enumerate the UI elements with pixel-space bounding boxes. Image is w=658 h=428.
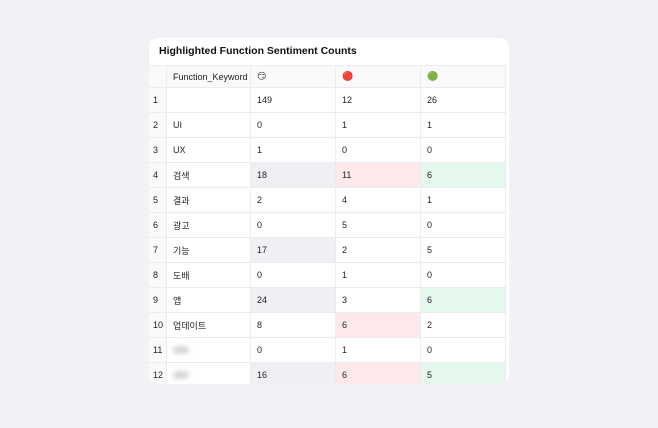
header-cell (149, 66, 167, 87)
row-index: 7 (149, 238, 167, 262)
blurred-text (173, 371, 189, 379)
table-cell: 6 (336, 313, 421, 337)
table-cell: 0 (251, 263, 336, 287)
header-cell: Function_Keyword (167, 66, 251, 87)
table-cell: 6 (421, 163, 506, 187)
table-card: Highlighted Function Sentiment Counts Fu… (149, 38, 509, 384)
table-cell: 18 (251, 163, 336, 187)
table-cell: 5 (421, 363, 506, 384)
row-index: 3 (149, 138, 167, 162)
table-cell: 8 (251, 313, 336, 337)
header-row: Function_Keyword 😏 🔴 🟢 (149, 65, 507, 88)
table-cell: 24 (251, 288, 336, 312)
table-cell (167, 338, 251, 362)
table-cell: 16 (251, 363, 336, 384)
table-cell: 26 (421, 88, 506, 112)
table-cell: 1 (421, 113, 506, 137)
table-row: 8 도배 0 1 0 (149, 263, 507, 288)
table-cell: 0 (421, 138, 506, 162)
table-cell: 0 (421, 263, 506, 287)
table-cell: 5 (421, 238, 506, 262)
table-cell: 2 (336, 238, 421, 262)
row-index: 1 (149, 88, 167, 112)
table-row: 4 검색 18 11 6 (149, 163, 507, 188)
table-cell: 2 (421, 313, 506, 337)
table-cell (167, 363, 251, 384)
table-cell: 결과 (167, 188, 251, 212)
table-cell: 6 (421, 288, 506, 312)
blurred-text (173, 346, 189, 354)
table-row: 10 업데이트 8 6 2 (149, 313, 507, 338)
table-cell: 도배 (167, 263, 251, 287)
table-row: 3 UX 1 0 0 (149, 138, 507, 163)
table-cell: 0 (421, 338, 506, 362)
table-cell: 1 (421, 188, 506, 212)
table-cell: 0 (251, 113, 336, 137)
table-row: 11 0 1 0 (149, 338, 507, 363)
table-cell: 광고 (167, 213, 251, 237)
table-cell: 0 (421, 213, 506, 237)
table: Function_Keyword 😏 🔴 🟢 1 149 12 26 2 UI 0 1 1 3 UX 1 0 0 4… (149, 65, 507, 384)
row-index: 2 (149, 113, 167, 137)
table-row: 12 16 6 5 (149, 363, 507, 384)
row-index: 8 (149, 263, 167, 287)
table-cell: 12 (336, 88, 421, 112)
table-cell: 0 (251, 213, 336, 237)
row-index: 11 (149, 338, 167, 362)
table-row: 6 광고 0 5 0 (149, 213, 507, 238)
table-title: Highlighted Function Sentiment Counts (159, 45, 357, 57)
table-cell: 6 (336, 363, 421, 384)
table-cell: UX (167, 138, 251, 162)
table-cell: 1 (336, 263, 421, 287)
table-cell: 1 (251, 138, 336, 162)
table-cell: 검색 (167, 163, 251, 187)
row-index: 12 (149, 363, 167, 384)
table-cell: 1 (336, 113, 421, 137)
table-cell: 11 (336, 163, 421, 187)
table-cell: 149 (251, 88, 336, 112)
table-cell: UI (167, 113, 251, 137)
table-row: 5 결과 2 4 1 (149, 188, 507, 213)
table-cell (167, 88, 251, 112)
header-cell: 😏 (251, 66, 336, 87)
table-row: 9 앱 24 3 6 (149, 288, 507, 313)
table-cell: 2 (251, 188, 336, 212)
row-index: 9 (149, 288, 167, 312)
table-cell: 앱 (167, 288, 251, 312)
table-row: 2 UI 0 1 1 (149, 113, 507, 138)
header-cell: 🟢 (421, 66, 506, 87)
table-cell: 기능 (167, 238, 251, 262)
row-index: 5 (149, 188, 167, 212)
table-cell: 4 (336, 188, 421, 212)
table-cell: 17 (251, 238, 336, 262)
table-cell: 1 (336, 338, 421, 362)
row-index: 4 (149, 163, 167, 187)
row-index: 6 (149, 213, 167, 237)
table-cell: 5 (336, 213, 421, 237)
table-cell: 0 (336, 138, 421, 162)
table-row: 1 149 12 26 (149, 88, 507, 113)
table-cell: 3 (336, 288, 421, 312)
table-cell: 0 (251, 338, 336, 362)
header-cell: 🔴 (336, 66, 421, 87)
table-cell: 업데이트 (167, 313, 251, 337)
row-index: 10 (149, 313, 167, 337)
table-row: 7 기능 17 2 5 (149, 238, 507, 263)
